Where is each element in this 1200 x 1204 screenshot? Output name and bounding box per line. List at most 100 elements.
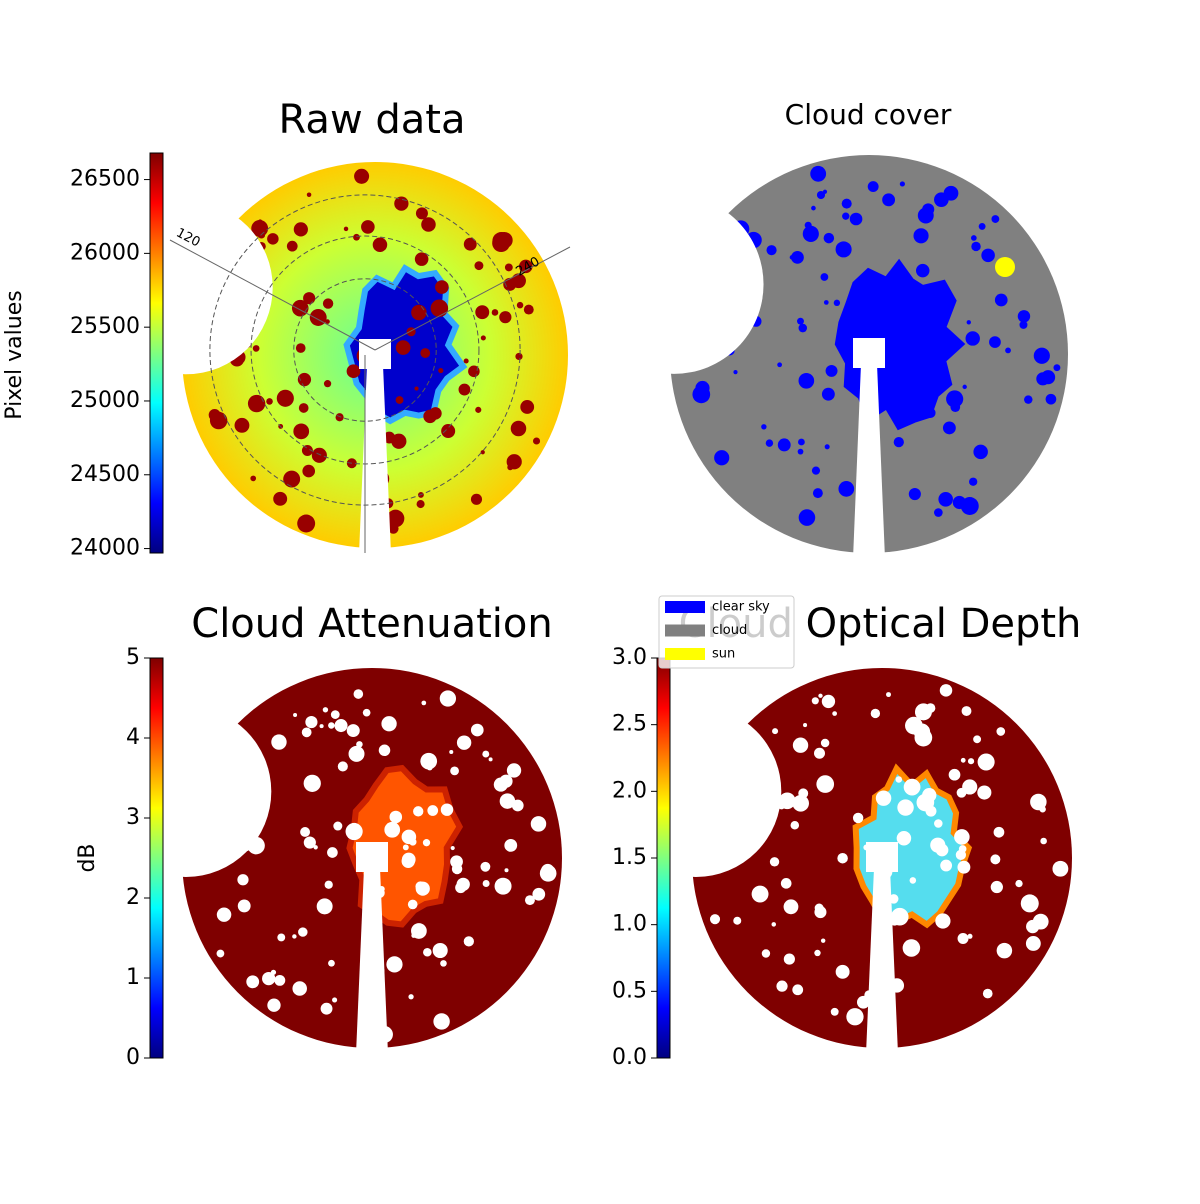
- colorbar-label: Pixel values: [2, 290, 27, 419]
- blob: [306, 192, 312, 198]
- blob: [1019, 320, 1028, 329]
- blob: [438, 368, 444, 374]
- blob: [882, 193, 896, 207]
- blob: [918, 363, 931, 377]
- blob: [962, 384, 967, 390]
- blob: [934, 819, 943, 828]
- blob: [791, 250, 804, 264]
- blob: [441, 424, 456, 439]
- blob: [977, 785, 992, 800]
- blob: [267, 233, 279, 245]
- colorbar-tick-label: 24500: [70, 462, 140, 487]
- blob: [456, 735, 472, 750]
- blob: [957, 860, 971, 874]
- pole-mask: [853, 364, 885, 559]
- blob: [328, 959, 335, 967]
- blob: [967, 933, 973, 939]
- blob: [820, 938, 826, 943]
- blob: [922, 203, 935, 216]
- blob: [426, 764, 433, 771]
- blob: [1020, 894, 1039, 913]
- mask-bite: [584, 194, 764, 374]
- legend-swatch: [665, 601, 705, 613]
- blob: [978, 222, 986, 230]
- blob: [267, 998, 281, 1012]
- legend-label: clear sky: [712, 600, 770, 615]
- blob: [899, 297, 907, 305]
- blob: [922, 301, 932, 310]
- blob: [303, 774, 321, 792]
- blob: [783, 953, 795, 965]
- blob: [905, 716, 923, 735]
- colorbar-tick-label: 5: [126, 645, 140, 670]
- blob: [792, 737, 809, 753]
- blob: [811, 205, 816, 211]
- blob: [504, 838, 518, 852]
- blob: [440, 803, 454, 816]
- blob: [790, 821, 800, 830]
- blob: [990, 854, 1001, 865]
- blob: [450, 846, 455, 851]
- blob: [320, 1002, 333, 1015]
- blob: [960, 757, 966, 763]
- blob: [386, 509, 405, 528]
- blob: [504, 263, 513, 272]
- panel-title: Raw data: [279, 97, 466, 143]
- blob: [776, 980, 788, 992]
- blob: [246, 975, 260, 989]
- blob: [216, 907, 232, 922]
- blob: [908, 488, 921, 501]
- blob: [330, 710, 340, 719]
- blob: [823, 232, 835, 244]
- blob: [499, 311, 512, 324]
- blob: [766, 245, 777, 256]
- blob: [298, 403, 309, 413]
- blob: [305, 716, 318, 729]
- blob: [494, 877, 512, 895]
- blob: [332, 997, 338, 1003]
- legend-label: sun: [712, 647, 735, 662]
- blob: [925, 703, 936, 713]
- blob: [345, 822, 363, 841]
- blob: [935, 843, 949, 857]
- blob: [939, 684, 953, 697]
- blob: [309, 309, 327, 326]
- blob: [407, 899, 418, 910]
- blob: [520, 400, 535, 414]
- blob: [816, 775, 835, 793]
- blob: [981, 248, 995, 263]
- blob: [804, 221, 812, 229]
- blob: [811, 697, 819, 705]
- blob: [777, 362, 783, 368]
- sky-image: [99, 162, 568, 554]
- pole-mask: [866, 868, 898, 1054]
- colorbar-tick-label: 26500: [70, 167, 140, 192]
- sky-image: [584, 155, 1068, 559]
- polar-ring: [293, 278, 437, 422]
- blob: [996, 727, 1006, 736]
- blob: [733, 916, 742, 925]
- blob: [780, 878, 792, 889]
- blob: [433, 1013, 450, 1030]
- legend-swatch: [665, 648, 705, 660]
- blob: [391, 433, 407, 449]
- blob: [965, 331, 980, 346]
- blob: [1017, 310, 1031, 323]
- blob: [415, 881, 426, 892]
- blob: [440, 960, 447, 967]
- blob: [1025, 936, 1041, 951]
- blob: [408, 994, 414, 1000]
- blob: [837, 852, 848, 864]
- blob: [966, 320, 971, 325]
- blob: [751, 885, 769, 903]
- panel-title: Cloud Attenuation: [191, 601, 552, 647]
- blob: [295, 343, 306, 353]
- blob: [491, 309, 499, 316]
- blob: [886, 692, 892, 698]
- blob: [274, 974, 286, 986]
- blob: [515, 352, 523, 361]
- colorbar-tick-label: 2.0: [612, 778, 647, 803]
- colorbar-label: dB: [75, 843, 100, 872]
- blob: [353, 233, 360, 241]
